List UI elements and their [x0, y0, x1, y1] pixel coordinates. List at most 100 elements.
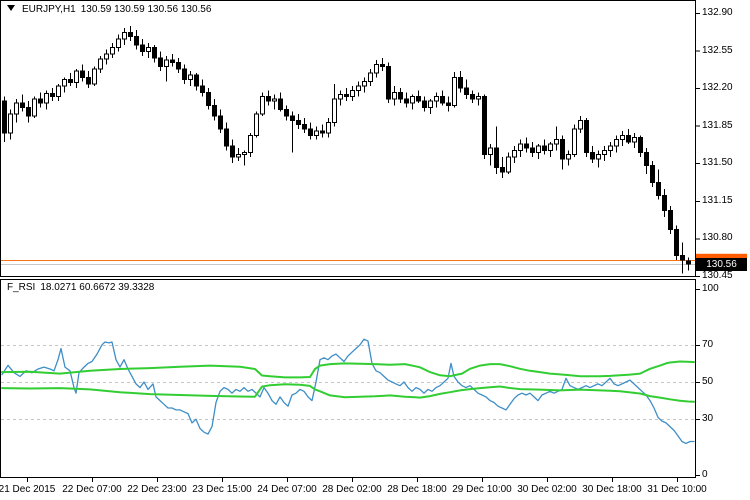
candle-body: [182, 68, 187, 81]
candle-body: [680, 254, 685, 261]
candle-body: [80, 70, 85, 78]
candle-body: [548, 143, 553, 151]
candle-body: [86, 76, 91, 85]
candle-body: [164, 59, 169, 68]
time-label: 28 Dec 02:00: [322, 484, 382, 495]
candle-body: [68, 79, 73, 84]
main-chart-panel: [0, 0, 696, 277]
bid-price-label: 130.56: [696, 257, 747, 271]
time-label: 22 Dec 07:00: [62, 484, 122, 495]
candle-body: [38, 98, 43, 104]
candle-body: [218, 115, 223, 130]
candle-body: [410, 96, 415, 104]
candle-body: [350, 89, 355, 98]
candle-body: [320, 130, 325, 134]
candle-body: [200, 85, 205, 93]
candle-body: [470, 94, 475, 100]
time-label: 29 Dec 10:00: [452, 484, 512, 495]
candle-body: [332, 98, 337, 123]
candle-body: [308, 128, 313, 136]
candle-body: [452, 76, 457, 106]
candle-body: [458, 76, 463, 89]
candle-body: [644, 151, 649, 166]
candle-body: [194, 74, 199, 87]
candle-body: [494, 147, 499, 169]
candle-body: [554, 139, 559, 145]
candle-body: [374, 64, 379, 74]
candle-body: [542, 145, 547, 151]
candle-body: [482, 96, 487, 156]
candle-body: [176, 61, 181, 70]
candle-body: [530, 147, 535, 153]
indicator-axis-label: 30: [702, 413, 714, 425]
price-label: 131.85: [702, 119, 733, 131]
indicator-title: F_RSI 18.0271 60.6672 39.3328: [7, 282, 154, 293]
candle-body: [404, 98, 409, 104]
price-label: 130.80: [702, 232, 733, 244]
candle-body: [398, 91, 403, 100]
candle-body: [524, 143, 529, 149]
candle-body: [422, 100, 427, 108]
candle-body: [602, 149, 607, 156]
indicator-panel: [0, 279, 696, 478]
time-label: 22 Dec 23:00: [127, 484, 187, 495]
price-label: 130.45: [702, 269, 733, 281]
candle-body: [686, 260, 691, 265]
candle-body: [314, 130, 319, 136]
candle-body: [446, 102, 451, 106]
candle-body: [110, 46, 115, 55]
candle-body: [596, 154, 601, 160]
price-label: 132.90: [702, 7, 733, 18]
indicator-values: 18.0271 60.6672 39.3328: [40, 282, 155, 293]
candle-body: [224, 128, 229, 147]
candle-body: [578, 119, 583, 130]
candle-body: [74, 70, 79, 84]
candle-body: [518, 143, 523, 151]
time-label: 28 Dec 18:00: [387, 484, 447, 495]
candle-body: [236, 154, 241, 158]
candle-body: [92, 68, 97, 85]
candle-body: [608, 145, 613, 151]
symbol-period-label: EURJPY,H1: [22, 4, 76, 15]
time-label: 23 Dec 15:00: [192, 484, 252, 495]
candle-body: [290, 115, 295, 121]
candle-body: [638, 136, 643, 153]
ohlc-values: 130.59 130.59 130.56 130.56: [80, 4, 212, 15]
candle-body: [32, 98, 37, 117]
candle-body: [440, 96, 445, 104]
candle-body: [560, 139, 565, 160]
candle-body: [674, 229, 679, 256]
chart-title: EURJPY,H1 130.59 130.59 130.56 130.56: [7, 4, 211, 15]
band-line: [1, 383, 695, 403]
candle-body: [572, 128, 577, 156]
band-line: [1, 360, 695, 379]
candle-body: [272, 98, 277, 102]
candle-body: [632, 136, 637, 143]
time-axis[interactable]: 21 Dec 2015 22 Dec 07:00 22 Dec 23:00 23 De…: [0, 482, 750, 500]
candle-body: [2, 100, 7, 134]
candle-body: [296, 119, 301, 126]
indicator-axis-label: 0: [702, 469, 708, 480]
candle-body: [392, 91, 397, 100]
price-label: 132.20: [702, 82, 733, 94]
candle-body: [416, 96, 421, 102]
symbol-dropdown-icon[interactable]: [7, 5, 15, 11]
candle-body: [20, 102, 25, 108]
time-label: 21 Dec 2015: [0, 484, 56, 495]
candle-body: [650, 164, 655, 184]
candle-body: [344, 94, 349, 98]
candle-body: [428, 100, 433, 108]
candle-body: [188, 74, 193, 81]
candle-body: [464, 87, 469, 96]
candle-body: [158, 57, 163, 68]
candle-body: [302, 124, 307, 130]
time-label: 31 Dec 10:00: [647, 484, 707, 495]
candle-body: [368, 72, 373, 83]
candle-body: [662, 194, 667, 211]
candle-body: [26, 106, 31, 117]
candle-body: [668, 209, 673, 231]
indicator-name: F_RSI: [7, 282, 36, 293]
candle-body: [566, 154, 571, 160]
